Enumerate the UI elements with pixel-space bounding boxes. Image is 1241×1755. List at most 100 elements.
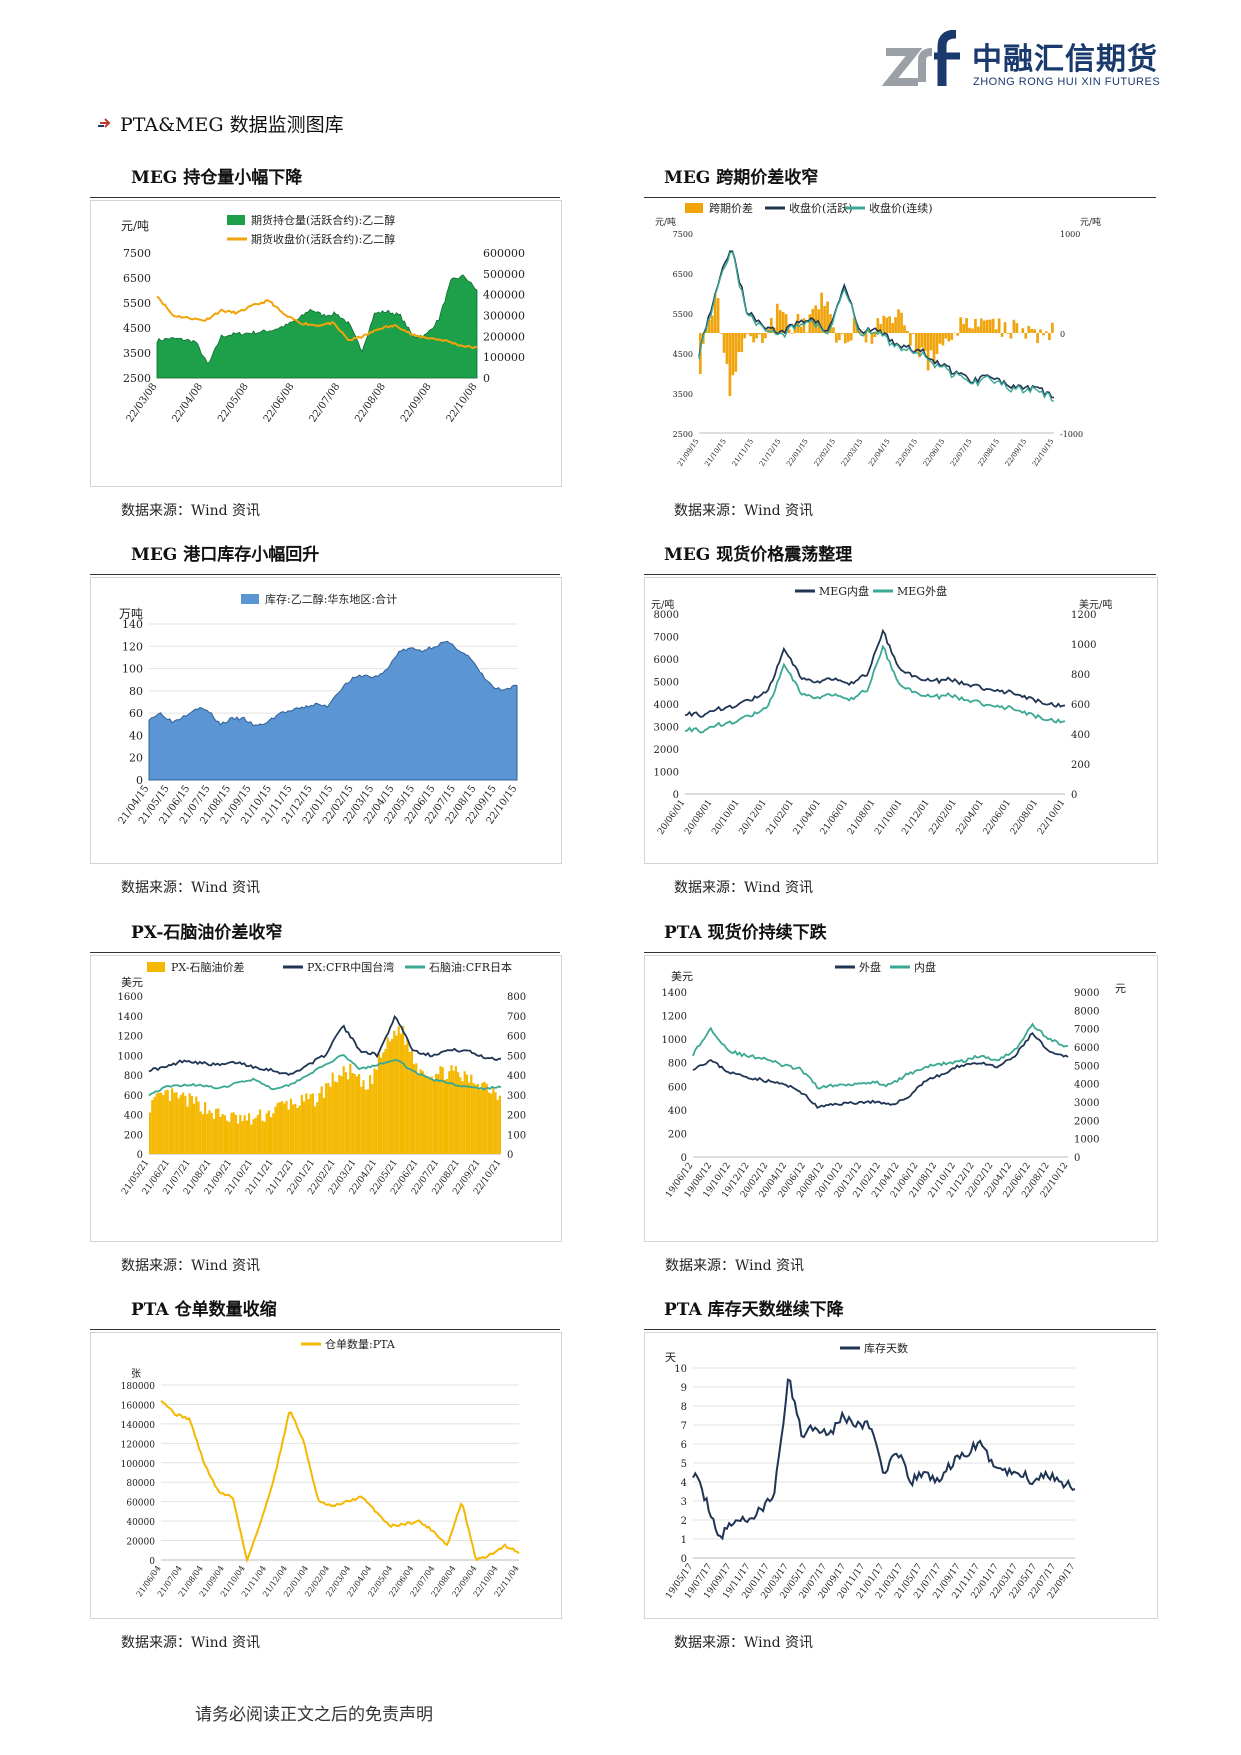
bar-spread (983, 320, 986, 333)
y-tick-label-right: 600 (1071, 700, 1090, 711)
y-tick-label-right: -1000 (1060, 430, 1083, 439)
y-tick-label: 400 (668, 1106, 687, 1117)
chart-px-naphtha: 美元 PX-石脑油价差 PX:CFR中国台湾 石脑油:CFR日本 1600 1400 120… (90, 955, 562, 1242)
y-tick-label: 100000 (121, 1460, 156, 1470)
bar-spread (864, 333, 868, 343)
bar-spread (968, 327, 971, 333)
bar-spread (796, 313, 800, 333)
y-tick-label: 2500 (123, 372, 151, 385)
bar-spread (891, 322, 894, 333)
bar-spread (790, 333, 794, 334)
y-tick-label-right: 200 (1071, 760, 1090, 771)
bar-px-spread (186, 1106, 189, 1154)
chart-title-pta-warrants: PTA 仓单数量收缩 (131, 1300, 277, 1320)
series-inventory-days (692, 1378, 1076, 1541)
bar-spread (778, 310, 782, 333)
bar-spread (920, 333, 924, 348)
bar-px-spread (430, 1076, 433, 1154)
bar-spread (849, 333, 853, 341)
y-tick-label: 120 (122, 640, 143, 653)
bar-px-spread (296, 1108, 299, 1154)
bar-spread (781, 311, 785, 333)
legend-label: 跨期价差 (709, 201, 753, 215)
x-tick-label: 22/02/15 (813, 438, 838, 468)
bar-px-spread (380, 1057, 383, 1154)
x-tick-label: 22/05/15 (895, 438, 920, 468)
bar-px-spread (195, 1096, 198, 1154)
bar-spread (784, 314, 788, 333)
y-tick-label: 800 (668, 1059, 687, 1070)
bar-px-spread (443, 1079, 446, 1154)
y-tick-label-right: 300 (507, 1091, 526, 1102)
bar-px-spread (384, 1049, 387, 1154)
bar-px-spread (182, 1092, 185, 1154)
bar-spread (882, 315, 886, 333)
y-tick-label-right: 5000 (1074, 1061, 1099, 1072)
bar-px-spread (219, 1116, 222, 1154)
bar-px-spread (448, 1071, 451, 1154)
x-tick-label: 22/06/08 (262, 381, 297, 424)
chart-title-meg-port-inventory: MEG 港口库存小幅回升 (131, 545, 320, 565)
divider (90, 1329, 560, 1330)
bar-px-spread (155, 1093, 158, 1154)
chart-meg-spread: 元/吨 元/吨 跨期价差 收盘价(活跃) 收盘价(连续) 7500 6500 5500 4500… (644, 200, 1158, 487)
legend-label: PX:CFR中国台湾 (307, 960, 394, 974)
bar-spread (873, 333, 877, 337)
bar-spread (941, 333, 945, 346)
legend-label: 期货持仓量(活跃合约):乙二醇 (251, 213, 395, 227)
bar-spread (988, 319, 992, 333)
bar-spread (734, 333, 738, 372)
unit-label: 美元 (121, 976, 143, 989)
bar-px-spread (355, 1076, 358, 1154)
y-tick-label: 0 (137, 1150, 143, 1161)
y-tick-label: 20 (129, 752, 143, 765)
bar-spread (1012, 319, 1016, 333)
bar-px-spread (375, 1069, 378, 1154)
bar-px-spread (221, 1114, 224, 1154)
bar-spread (917, 333, 921, 358)
data-source: 数据来源：Wind 资讯 (121, 1258, 261, 1274)
x-tick-label: 21/11/15 (731, 438, 756, 468)
bar-px-spread (281, 1101, 284, 1154)
divider (90, 574, 560, 575)
divider (644, 197, 1156, 198)
bar-px-spread (465, 1074, 468, 1154)
bar-px-spread (399, 1033, 402, 1154)
bar-spread (775, 303, 779, 333)
x-tick-label: 22/07/08 (308, 381, 343, 424)
bar-px-spread (472, 1083, 475, 1154)
divider (644, 1329, 1156, 1330)
bar-spread (950, 333, 954, 340)
bar-spread (956, 333, 960, 336)
bar-px-spread (468, 1082, 471, 1154)
chart-pta-spot: 美元元外盘 内盘 1400 1200 1000 800 600 400 200 0 9000 8000… (644, 955, 1158, 1242)
y-tick-label-right: 800 (507, 992, 526, 1003)
legend-label: MEG内盘 (819, 584, 869, 598)
bar-px-spread (309, 1094, 312, 1154)
bar-px-spread (234, 1114, 237, 1154)
bar-px-spread (245, 1120, 248, 1154)
y-tick-label: 4 (681, 1478, 687, 1489)
bar-spread (858, 331, 862, 333)
chart-title-meg-spot-price: MEG 现货价格震荡整理 (664, 545, 853, 565)
bar-px-spread (428, 1078, 431, 1154)
bar-spread (935, 333, 939, 354)
bar-px-spread (307, 1099, 310, 1154)
bar-spread (728, 333, 732, 397)
y-tick-label-right: 0 (1071, 790, 1077, 801)
legend-swatch (241, 594, 259, 604)
bar-px-spread (349, 1063, 352, 1154)
y-tick-label: 0 (681, 1554, 687, 1565)
y-tick-label-right: 7000 (1074, 1025, 1099, 1036)
bar-spread (731, 333, 735, 376)
bar-spread (764, 333, 767, 339)
company-logo-icon (881, 30, 960, 86)
bar-spread (761, 333, 764, 343)
bar-px-spread (270, 1117, 273, 1154)
series-pta-warrants (160, 1400, 520, 1564)
bar-spread (876, 318, 880, 333)
legend-label: 库存天数 (864, 1341, 908, 1355)
y-tick-label-right: 500000 (483, 268, 525, 281)
chart-pta-inventory-days: 天库存天数 10 9 8 7 6 5 4 3 2 1 0 19/05/17 19/07/17 19/09/1… (644, 1332, 1158, 1619)
